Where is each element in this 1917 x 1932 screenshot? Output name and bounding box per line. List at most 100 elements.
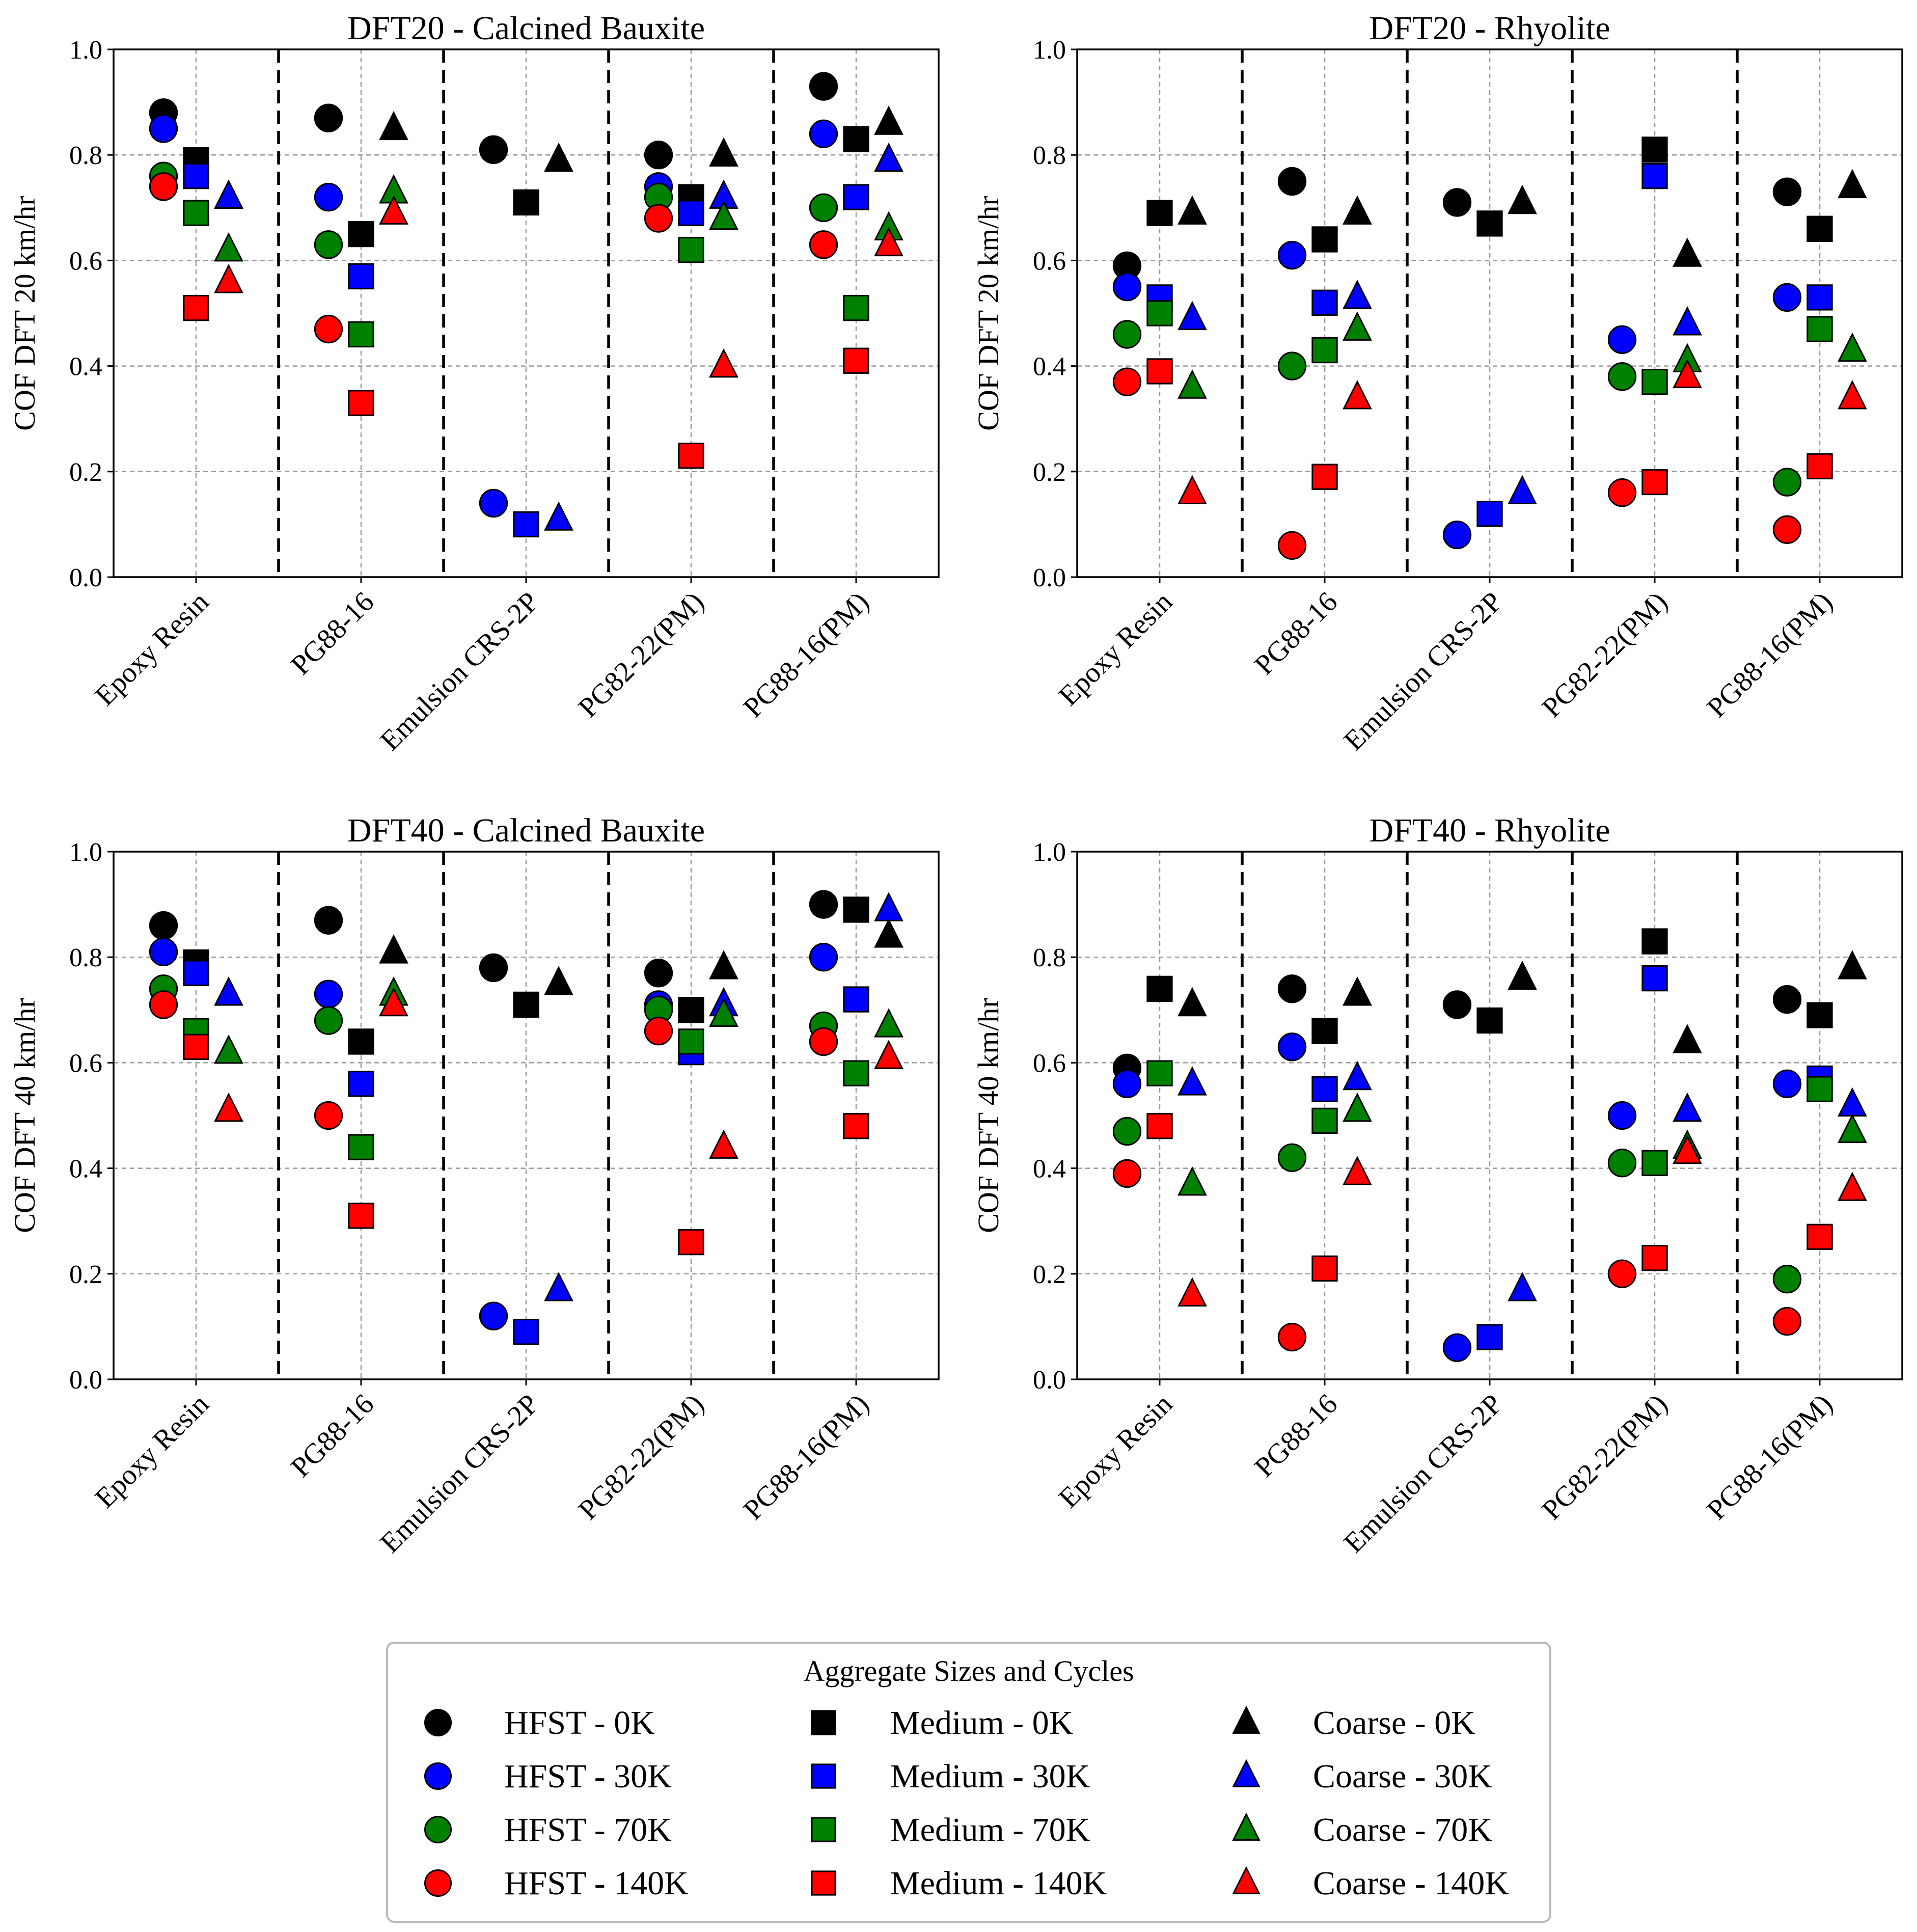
point-hfst-30k-pg88-16-pm (1772, 283, 1802, 312)
point-coarse-0k-pg88-16 (1343, 195, 1372, 225)
legend-label: Coarse - 140K (1313, 1865, 1509, 1902)
legend-title: Aggregate Sizes and Cycles (803, 1654, 1134, 1688)
point-medium-0k-epoxy-resin (1146, 200, 1173, 226)
point-hfst-140k-pg82-22-pm (644, 204, 673, 233)
point-coarse-0k-pg82-22-pm (1673, 1024, 1702, 1053)
legend: Aggregate Sizes and Cycles HFST - 0KHFST… (386, 1642, 1551, 1923)
point-medium-30k-pg88-16 (348, 263, 374, 290)
y-tick-label: 0.8 (69, 943, 102, 972)
legend-marker-square-icon (811, 1870, 836, 1896)
point-coarse-30k-emulsion-crs-2p (544, 1272, 573, 1301)
point-hfst-30k-pg88-16 (1277, 240, 1307, 270)
legend-entries: HFST - 0K HFST - 30K HFST - 70K HFST - 140K… (424, 1704, 1509, 1902)
point-medium-30k-pg88-16-pm (843, 986, 869, 1013)
y-tick-label: 0.2 (69, 458, 102, 487)
legend-marker-circle-icon (424, 1708, 452, 1737)
point-medium-140k-pg82-22-pm (678, 1229, 704, 1256)
point-hfst-30k-pg82-22-pm (1607, 1101, 1637, 1130)
point-medium-30k-emulsion-crs-2p (513, 511, 539, 538)
point-coarse-0k-pg88-16-pm (874, 918, 903, 948)
point-medium-0k-pg88-16-pm (843, 896, 869, 923)
point-medium-0k-emulsion-crs-2p (513, 189, 539, 216)
point-coarse-140k-epoxy-resin (1177, 1277, 1207, 1307)
point-coarse-0k-epoxy-resin (1177, 195, 1207, 225)
point-medium-0k-pg88-16-pm (1806, 215, 1833, 242)
point-medium-140k-pg88-16-pm (843, 347, 869, 374)
point-hfst-140k-pg88-16-pm (1772, 1307, 1802, 1336)
point-coarse-0k-pg88-16 (379, 934, 408, 964)
legend-label: Coarse - 0K (1313, 1704, 1475, 1741)
legend-label: Medium - 70K (890, 1811, 1090, 1848)
point-medium-140k-pg82-22-pm (1641, 1245, 1668, 1271)
legend-item-hfst-70k: HFST - 70K (424, 1811, 672, 1848)
y-tick-label: 0.8 (1033, 141, 1066, 170)
point-hfst-70k-epoxy-resin (1112, 1117, 1142, 1146)
point-coarse-30k-epoxy-resin (1177, 301, 1207, 331)
point-medium-140k-pg82-22-pm (678, 443, 704, 469)
point-coarse-0k-pg82-22-pm (709, 137, 738, 167)
chart-title: DFT40 - Calcined Bauxite (347, 812, 705, 849)
point-coarse-140k-pg88-16 (1343, 1156, 1372, 1185)
y-axis-label: COF DFT 20 km/hr (8, 196, 41, 430)
point-medium-140k-pg88-16-pm (843, 1113, 869, 1139)
point-medium-0k-emulsion-crs-2p (1476, 210, 1503, 237)
point-medium-70k-epoxy-resin (1146, 1060, 1173, 1086)
point-medium-30k-pg82-22-pm (1641, 965, 1668, 992)
point-hfst-140k-pg82-22-pm (644, 1017, 673, 1046)
point-coarse-140k-pg88-16 (379, 195, 408, 225)
y-axis-label: COF DFT 40 km/hr (972, 998, 1005, 1233)
point-hfst-30k-epoxy-resin (149, 114, 178, 143)
point-coarse-70k-pg88-16-pm (874, 1008, 903, 1038)
y-tick-label: 1.0 (1033, 838, 1066, 867)
point-hfst-0k-pg88-16-pm (809, 72, 838, 101)
y-tick-label: 0.4 (69, 1155, 102, 1184)
y-tick-label: 0.0 (69, 1366, 102, 1395)
point-coarse-30k-pg88-16 (1343, 1060, 1372, 1091)
point-medium-140k-epoxy-resin (183, 294, 209, 321)
point-medium-30k-pg88-16 (1311, 289, 1338, 316)
point-hfst-30k-emulsion-crs-2p (479, 488, 508, 518)
point-coarse-30k-emulsion-crs-2p (1508, 1272, 1537, 1301)
point-coarse-0k-emulsion-crs-2p (1508, 184, 1537, 214)
legend-item-hfst-0k: HFST - 0K (424, 1704, 655, 1741)
legend-item-medium-30k: Medium - 30K (811, 1758, 1090, 1795)
point-hfst-0k-pg88-16-pm (809, 890, 838, 919)
point-hfst-70k-pg88-16-pm (809, 193, 838, 222)
point-hfst-140k-pg88-16-pm (1772, 515, 1802, 544)
point-hfst-30k-emulsion-crs-2p (479, 1301, 508, 1330)
legend-marker-triangle-icon (1232, 1812, 1261, 1841)
point-medium-70k-pg82-22-pm (1641, 1150, 1668, 1176)
point-coarse-0k-pg88-16 (379, 111, 408, 141)
point-coarse-140k-pg82-22-pm (709, 1129, 738, 1159)
y-tick-label: 0.4 (69, 352, 102, 382)
data-points (149, 72, 903, 538)
y-tick-label: 0.6 (1033, 1049, 1066, 1078)
point-medium-30k-epoxy-resin (183, 960, 209, 986)
legend-item-coarse-30k: Coarse - 30K (1232, 1758, 1492, 1795)
point-hfst-30k-epoxy-resin (1112, 273, 1142, 302)
y-tick-label: 0.2 (1033, 458, 1066, 487)
point-coarse-0k-pg88-16 (1343, 976, 1372, 1006)
point-medium-30k-emulsion-crs-2p (513, 1319, 539, 1345)
chart-title: DFT40 - Rhyolite (1370, 812, 1610, 849)
legend-item-medium-70k: Medium - 70K (811, 1811, 1090, 1848)
y-tick-label: 0.8 (1033, 943, 1066, 972)
point-coarse-70k-pg88-16 (1343, 311, 1372, 341)
point-medium-30k-emulsion-crs-2p (1476, 501, 1503, 527)
point-coarse-70k-pg88-16-pm (1838, 332, 1867, 362)
point-medium-70k-pg82-22-pm (1641, 369, 1668, 395)
legend-item-coarse-70k: Coarse - 70K (1232, 1811, 1492, 1848)
legend-marker-circle-icon (424, 1869, 452, 1897)
point-coarse-140k-pg82-22-pm (1673, 359, 1702, 389)
y-tick-label: 0.6 (69, 1049, 102, 1078)
point-hfst-30k-emulsion-crs-2p (1442, 520, 1472, 550)
legend-marker-circle-icon (424, 1815, 452, 1844)
point-hfst-30k-pg88-16 (314, 182, 343, 212)
point-coarse-0k-emulsion-crs-2p (544, 142, 573, 172)
data-points (1112, 928, 1867, 1363)
chart-title: DFT20 - Calcined Bauxite (347, 10, 705, 47)
point-hfst-0k-pg88-16 (1277, 167, 1307, 196)
point-medium-140k-epoxy-resin (1146, 1113, 1173, 1139)
point-coarse-30k-epoxy-resin (214, 179, 243, 209)
point-coarse-140k-epoxy-resin (214, 1092, 243, 1122)
